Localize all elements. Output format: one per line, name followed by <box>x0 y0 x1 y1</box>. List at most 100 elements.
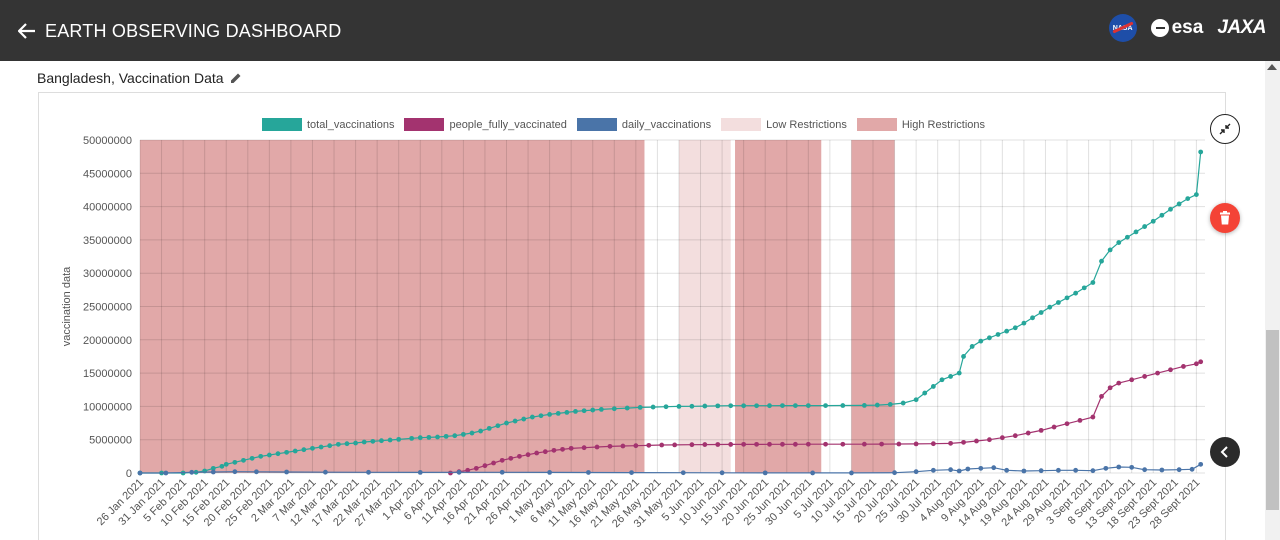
back-arrow-icon[interactable] <box>15 19 39 43</box>
data-point-total_vaccinations <box>547 411 553 417</box>
data-point-daily_vaccinations <box>892 470 897 476</box>
data-point-total_vaccinations <box>1004 328 1010 334</box>
data-point-total_vaccinations <box>223 461 229 467</box>
data-point-total_vaccinations <box>1030 315 1035 321</box>
data-point-total_vaccinations <box>555 410 561 416</box>
data-point-total_vaccinations <box>1150 218 1156 224</box>
data-point-total_vaccinations <box>823 403 828 409</box>
data-point-daily_vaccinations <box>417 470 423 475</box>
legend-item-fully[interactable]: people_fully_vaccinated <box>404 118 567 131</box>
data-point-total_vaccinations <box>624 405 630 411</box>
data-point-daily_vaccinations <box>1103 465 1109 471</box>
data-point-people_fully_vaccinated <box>560 446 565 452</box>
delete-button[interactable] <box>1210 203 1240 233</box>
indicator-title: Bangladesh, Vaccination Data <box>37 70 242 86</box>
data-point-total_vaccinations <box>249 455 255 461</box>
data-point-total_vaccinations <box>219 463 225 469</box>
data-point-total_vaccinations <box>728 403 734 409</box>
data-point-total_vaccinations <box>1056 300 1061 305</box>
data-point-people_fully_vaccinated <box>1181 364 1186 369</box>
data-point-total_vaccinations <box>754 403 759 409</box>
data-point-people_fully_vaccinated <box>1155 370 1160 376</box>
data-point-daily_vaccinations <box>189 469 195 475</box>
y-tick-label: 20000000 <box>83 335 132 347</box>
data-point-total_vaccinations <box>353 440 358 446</box>
scroll-up-arrow-icon[interactable] <box>1267 64 1277 70</box>
data-point-people_fully_vaccinated <box>525 452 531 458</box>
data-point-total_vaccinations <box>521 416 527 422</box>
data-point-people_fully_vaccinated <box>974 438 979 444</box>
data-point-people_fully_vaccinated <box>1116 380 1122 386</box>
data-point-total_vaccinations <box>538 413 544 419</box>
collapse-button[interactable] <box>1210 114 1240 144</box>
scrollbar-thumb[interactable] <box>1266 330 1279 510</box>
data-point-total_vaccinations <box>598 406 604 412</box>
data-point-daily_vaccinations <box>719 470 725 476</box>
y-axis-label: vaccination data <box>61 266 73 346</box>
data-point-people_fully_vaccinated <box>1168 367 1173 373</box>
data-point-total_vaccinations <box>1133 229 1139 235</box>
data-point-people_fully_vaccinated <box>780 441 785 447</box>
legend-item-total[interactable]: total_vaccinations <box>262 118 394 131</box>
data-point-total_vaccinations <box>318 444 324 450</box>
data-point-total_vaccinations <box>396 436 402 442</box>
data-point-total_vaccinations <box>792 403 798 409</box>
data-point-daily_vaccinations <box>978 465 984 471</box>
data-point-daily_vaccinations <box>163 470 169 476</box>
y-tick-label: 25000000 <box>83 302 132 314</box>
data-point-people_fully_vaccinated <box>1051 424 1057 430</box>
data-point-total_vaccinations <box>486 425 492 431</box>
legend-item-daily[interactable]: daily_vaccinations <box>576 118 711 131</box>
data-point-total_vaccinations <box>1064 295 1070 301</box>
data-point-total_vaccinations <box>874 402 880 408</box>
data-point-total_vaccinations <box>1107 247 1113 253</box>
previous-panel-button[interactable] <box>1210 437 1240 467</box>
pencil-icon[interactable] <box>230 72 242 84</box>
data-point-people_fully_vaccinated <box>534 450 540 456</box>
app-title: EARTH OBSERVING DASHBOARD <box>45 21 342 41</box>
data-point-daily_vaccinations <box>547 470 553 475</box>
data-point-daily_vaccinations <box>810 470 816 476</box>
data-point-total_vaccinations <box>922 390 928 396</box>
data-point-total_vaccinations <box>435 434 440 440</box>
data-point-daily_vaccinations <box>137 470 143 476</box>
data-point-daily_vaccinations <box>254 469 259 475</box>
data-point-total_vaccinations <box>241 457 246 463</box>
data-point-total_vaccinations <box>284 449 289 455</box>
data-point-people_fully_vaccinated <box>659 442 665 448</box>
data-point-people_fully_vaccinated <box>672 442 678 448</box>
data-point-daily_vaccinations <box>762 470 768 476</box>
data-point-daily_vaccinations <box>456 469 462 475</box>
y-tick-label: 15000000 <box>83 368 132 380</box>
data-point-total_vaccinations <box>581 408 587 414</box>
data-point-total_vaccinations <box>1185 196 1191 202</box>
data-point-people_fully_vaccinated <box>1142 374 1148 379</box>
data-point-daily_vaccinations <box>232 469 238 475</box>
data-point-people_fully_vaccinated <box>913 441 919 447</box>
legend-item-high[interactable]: High Restrictions <box>856 118 985 131</box>
data-point-total_vaccinations <box>409 435 415 441</box>
data-point-people_fully_vaccinated <box>508 455 514 461</box>
data-point-people_fully_vaccinated <box>702 442 708 447</box>
data-point-total_vaccinations <box>387 437 393 443</box>
data-point-people_fully_vaccinated <box>1107 385 1113 391</box>
data-point-total_vaccinations <box>292 448 298 454</box>
data-point-people_fully_vaccinated <box>805 441 811 447</box>
data-point-daily_vaccinations <box>499 469 505 475</box>
data-point-total_vaccinations <box>956 370 962 376</box>
legend-item-low[interactable]: Low Restrictions <box>721 118 847 131</box>
data-point-daily_vaccinations <box>284 469 289 475</box>
data-point-people_fully_vaccinated <box>646 442 652 448</box>
legend-swatch-fully <box>404 118 445 131</box>
legend-label-total: total_vaccinations <box>307 118 395 131</box>
y-tick-label: 5000000 <box>89 435 132 447</box>
data-point-total_vaccinations <box>210 465 216 471</box>
data-point-people_fully_vaccinated <box>1193 361 1199 367</box>
data-point-people_fully_vaccinated <box>482 463 488 469</box>
restriction-band <box>678 140 731 473</box>
data-point-daily_vaccinations <box>1021 468 1027 474</box>
data-point-people_fully_vaccinated <box>1064 421 1070 427</box>
legend-label-high: High Restrictions <box>901 118 985 131</box>
data-point-total_vaccinations <box>948 374 954 379</box>
data-point-total_vaccinations <box>840 403 846 408</box>
